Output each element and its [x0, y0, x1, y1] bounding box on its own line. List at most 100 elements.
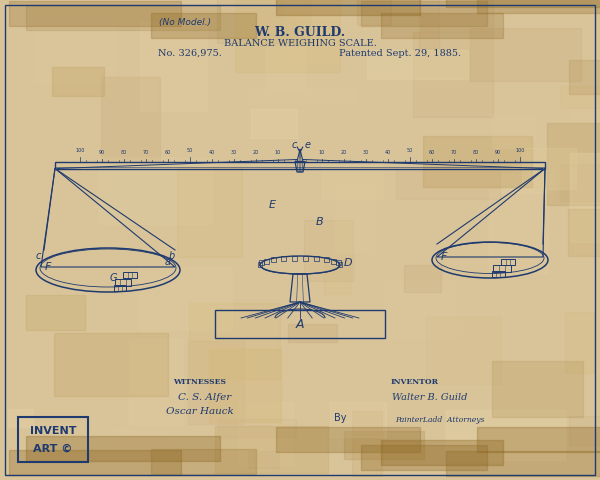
Text: By: By — [334, 413, 346, 423]
Text: W. B. GUILD.: W. B. GUILD. — [254, 26, 346, 39]
Bar — [324, 257, 329, 262]
Text: F: F — [441, 252, 447, 262]
Bar — [404, 265, 441, 292]
Text: 30: 30 — [231, 151, 237, 156]
Text: Walter B. Guild: Walter B. Guild — [392, 393, 467, 401]
Bar — [52, 67, 104, 96]
Bar — [367, 50, 468, 79]
Bar — [98, 156, 212, 224]
Bar — [26, 5, 220, 30]
Text: INVENTOR: INVENTOR — [391, 378, 439, 386]
Bar — [140, 22, 208, 110]
Bar — [357, 0, 391, 24]
Text: A: A — [296, 317, 304, 331]
Bar — [275, 0, 420, 15]
Bar — [292, 256, 296, 261]
Bar — [238, 402, 293, 465]
Bar — [413, 32, 493, 117]
Text: 100: 100 — [76, 148, 85, 154]
Bar — [8, 408, 33, 427]
Bar — [421, 0, 493, 31]
Bar — [381, 440, 503, 465]
Bar — [248, 451, 279, 468]
Bar — [215, 426, 328, 473]
Text: Oscar Hauck: Oscar Hauck — [166, 408, 234, 417]
Bar — [26, 435, 220, 460]
Text: 60: 60 — [165, 151, 171, 156]
Bar — [151, 449, 256, 474]
Text: (No Model.): (No Model.) — [159, 19, 211, 27]
Bar — [572, 109, 600, 125]
Bar — [344, 431, 424, 458]
Bar — [189, 303, 280, 379]
Text: G: G — [109, 273, 117, 283]
Bar — [446, 451, 600, 476]
Text: 10: 10 — [319, 151, 325, 156]
Bar — [322, 165, 383, 199]
Text: D: D — [344, 258, 352, 268]
Bar — [565, 312, 594, 373]
Bar — [361, 445, 487, 470]
Bar — [361, 1, 487, 26]
Bar — [569, 60, 600, 94]
Bar — [177, 167, 242, 257]
Bar — [251, 109, 296, 138]
Text: INVENT: INVENT — [30, 426, 76, 436]
Bar — [284, 0, 328, 26]
Text: 80: 80 — [121, 151, 127, 156]
Bar — [295, 17, 340, 62]
Bar — [10, 450, 181, 475]
Bar — [257, 262, 262, 267]
Bar — [419, 0, 439, 48]
Text: F: F — [45, 262, 51, 272]
Bar — [336, 260, 341, 265]
Bar — [493, 114, 536, 148]
Text: 40: 40 — [209, 151, 215, 156]
Bar — [304, 256, 308, 261]
Bar — [477, 427, 600, 452]
Text: e: e — [305, 141, 311, 151]
Text: 20: 20 — [253, 151, 259, 156]
Bar — [129, 339, 182, 425]
Bar — [314, 256, 319, 261]
Bar — [569, 153, 600, 242]
Text: C. S. Alfer: C. S. Alfer — [178, 393, 232, 401]
Bar — [335, 184, 374, 253]
Bar — [470, 28, 581, 81]
Bar — [331, 259, 336, 264]
Text: No. 326,975.: No. 326,975. — [158, 48, 222, 58]
Text: c: c — [292, 141, 296, 151]
Bar — [492, 360, 583, 417]
Text: PainterLadd  Attorneys: PainterLadd Attorneys — [395, 416, 485, 424]
Bar — [275, 427, 420, 452]
Bar — [55, 161, 545, 168]
Bar — [477, 0, 600, 13]
Text: a: a — [165, 257, 171, 267]
Bar — [55, 333, 168, 396]
Bar — [547, 123, 600, 204]
Bar — [323, 260, 350, 294]
Bar — [501, 259, 515, 265]
Text: Patented Sept. 29, 1885.: Patented Sept. 29, 1885. — [339, 48, 461, 58]
Bar — [115, 278, 131, 286]
Bar — [218, 419, 296, 437]
Bar — [151, 13, 256, 38]
Bar — [522, 147, 576, 189]
Text: WITNESSES: WITNESSES — [173, 378, 227, 386]
Bar — [265, 47, 305, 93]
Text: 50: 50 — [187, 148, 193, 154]
Bar — [396, 171, 500, 199]
Bar — [493, 264, 511, 272]
Text: 90: 90 — [99, 151, 105, 156]
Text: 20: 20 — [341, 151, 347, 156]
Bar — [338, 262, 343, 267]
Bar — [123, 272, 137, 278]
Bar — [114, 285, 126, 291]
Bar — [569, 416, 600, 445]
Bar — [137, 266, 232, 330]
Text: 10: 10 — [275, 151, 281, 156]
Bar — [209, 349, 281, 421]
Text: 90: 90 — [495, 151, 501, 156]
Bar — [289, 324, 337, 342]
Bar — [281, 256, 286, 261]
